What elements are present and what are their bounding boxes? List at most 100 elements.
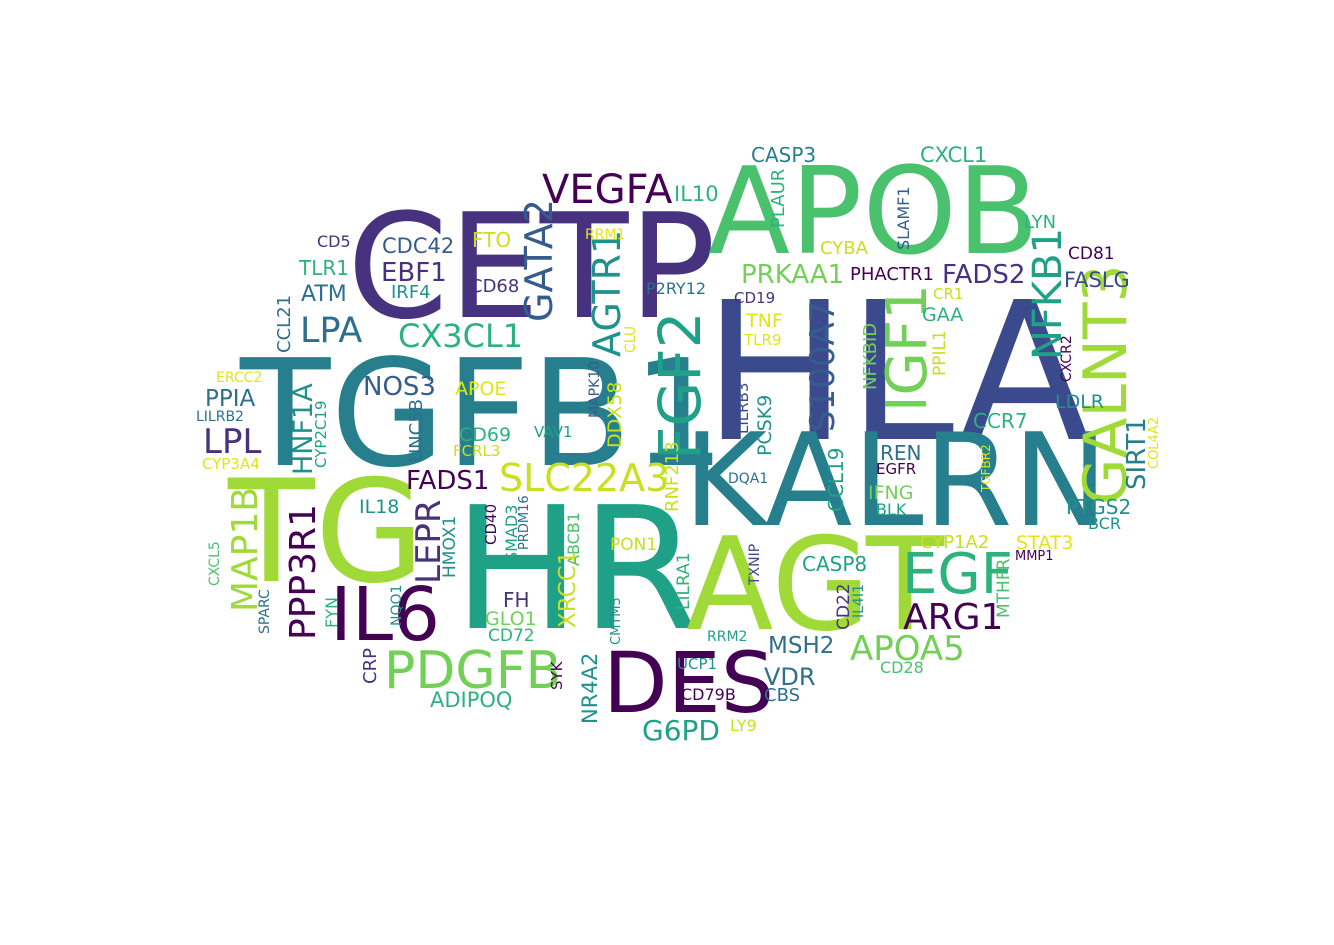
word-cd81: CD81: [1068, 244, 1115, 264]
word-casp3: CASP3: [751, 143, 817, 167]
word-ebf1: EBF1: [381, 258, 447, 288]
word-cxcl5: CXCL5: [207, 541, 223, 586]
word-fh: FH: [503, 588, 530, 612]
word-p2ry12: P2RY12: [646, 279, 707, 298]
word-cmtm5: CMTM5: [609, 597, 624, 645]
word-il18: IL18: [359, 496, 400, 518]
word-phactr1: PHACTR1: [850, 264, 934, 285]
word-ppia: PPIA: [205, 386, 256, 412]
word-cyba: CYBA: [820, 238, 868, 259]
word-g6pd: G6PD: [642, 714, 720, 747]
word-cbs: CBS: [764, 685, 801, 706]
word-pdgfb: PDGFB: [384, 641, 562, 701]
word-ercc2: ERCC2: [216, 370, 263, 386]
word-syk: SYK: [548, 661, 566, 690]
word-tg: TG: [228, 450, 425, 615]
word-ppp3r1: PPP3R1: [283, 504, 324, 640]
word-rrm1: RRM1: [585, 227, 626, 243]
word-apoe: APOE: [455, 378, 507, 400]
word-ifng: IFNG: [868, 482, 914, 504]
word-apoa5: APOA5: [850, 629, 965, 669]
word-dqa1: DQA1: [728, 471, 769, 487]
word-nqo1: NQO1: [389, 584, 405, 626]
word-cd40: CD40: [482, 503, 500, 545]
word-lilrb3: LILRB3: [734, 382, 752, 434]
word-ccl21: CCL21: [274, 294, 295, 353]
word-arg1: ARG1: [903, 597, 1004, 638]
word-pcsk9: PCSK9: [754, 394, 776, 456]
word-fto: FTO: [472, 228, 512, 252]
word-cd19: CD19: [734, 289, 776, 307]
word-vdr: VDR: [764, 663, 816, 691]
word-casp8: CASP8: [802, 552, 868, 576]
word-il6: IL6: [330, 572, 441, 658]
word-prkaa1: PRKAA1: [741, 260, 845, 290]
word-hr: HR: [453, 471, 699, 669]
word-ly9: LY9: [730, 716, 757, 735]
word-slamf1: SLAMF1: [894, 186, 913, 250]
word-cetp: CETP: [347, 183, 716, 352]
word-irf4: IRF4: [391, 282, 431, 303]
word-unc5b: UNC5B: [406, 398, 427, 462]
word-nos3: NOS3: [363, 372, 436, 402]
word-vegfa: VEGFA: [542, 167, 673, 213]
word-fads2: FADS2: [942, 260, 1026, 290]
word-cr1: CR1: [933, 285, 964, 303]
word-rnf213: RNF213: [662, 441, 683, 512]
word-cd69: CD69: [459, 424, 512, 446]
word-lilrb2: LILRB2: [196, 409, 244, 425]
word-glo1: GLO1: [485, 608, 537, 630]
word-cyp2c19: CYP2C19: [312, 400, 330, 468]
word-fads1: FADS1: [406, 466, 490, 496]
word-stat3: STAT3: [1016, 532, 1074, 554]
word-cd79b: CD79B: [681, 685, 736, 704]
word-cd28: CD28: [880, 658, 924, 677]
word-clu: CLU: [623, 325, 639, 353]
word-cx3cl1: CX3CL1: [398, 317, 524, 355]
word-tgfbr2: TGFBR2: [979, 444, 993, 492]
word-fcrl3: FCRL3: [453, 442, 501, 460]
word-sparc: SPARC: [257, 589, 273, 634]
word-txnip: TXNIP: [747, 543, 763, 585]
word-tlr9: TLR9: [744, 331, 782, 349]
word-egfr: EGFR: [876, 460, 917, 478]
word-msh2: MSH2: [768, 633, 835, 659]
word-fgf2: FGF2: [646, 311, 714, 460]
word-nr4a2: NR4A2: [578, 652, 602, 724]
word-ccr7: CCR7: [973, 409, 1028, 433]
word-mapk10: MAPK10: [587, 360, 603, 418]
word-cd68: CD68: [470, 276, 520, 297]
word-cxcr2: CXCR2: [1059, 335, 1075, 382]
word-agtr1: AGTR1: [585, 229, 629, 357]
word-hmox1: HMOX1: [440, 515, 460, 578]
word-lilra1: LILRA1: [674, 552, 694, 610]
word-crp: CRP: [360, 648, 381, 684]
word-apob: APOB: [708, 143, 1040, 282]
word-cd5: CD5: [317, 232, 351, 251]
word-cdc42: CDC42: [382, 234, 455, 258]
word-atm: ATM: [301, 282, 347, 307]
word-egf: EGF: [902, 542, 1013, 607]
word-ucp1: UCP1: [677, 655, 718, 673]
word-des: DES: [603, 634, 775, 732]
word-gaa: GAA: [922, 304, 964, 326]
word-adipoq: ADIPOQ: [430, 688, 513, 712]
word-blk: BLK: [876, 500, 907, 519]
word-rrm2: RRM2: [707, 629, 748, 645]
word-bcr: BCR: [1088, 514, 1121, 533]
word-faslg: FASLG: [1064, 268, 1130, 292]
word-lpl: LPL: [203, 422, 262, 462]
word-vav1: VAV1: [534, 423, 573, 441]
word-cxcl1: CXCL1: [920, 143, 988, 167]
word-gata2: GATA2: [517, 199, 561, 322]
word-tnf: TNF: [746, 310, 783, 332]
word-ptgs2: PTGS2: [1066, 495, 1132, 519]
word-il4i1: IL4I1: [851, 584, 867, 618]
word-ldlr: LDLR: [1055, 391, 1105, 413]
word-mthfr: MTHFR: [994, 558, 1014, 618]
word-il10: IL10: [674, 182, 719, 206]
word-tlr1: TLR1: [299, 256, 349, 280]
word-ccl19: CCL19: [824, 447, 848, 512]
word-lpa: LPA: [300, 311, 363, 351]
